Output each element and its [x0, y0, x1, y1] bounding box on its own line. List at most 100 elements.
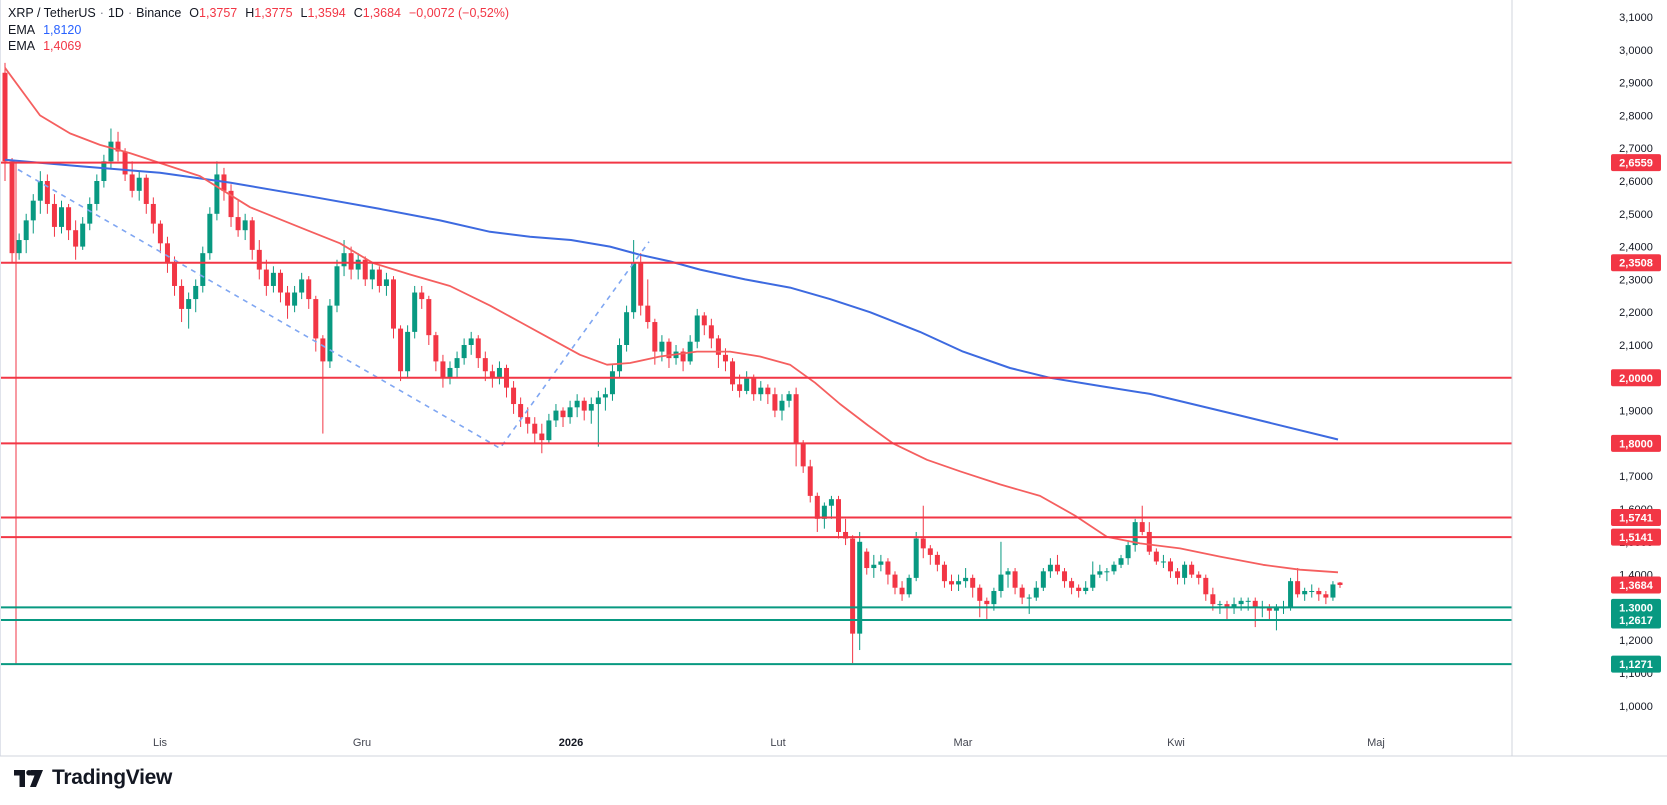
candle-body	[482, 358, 488, 372]
candle-body	[136, 177, 142, 191]
candle-body	[1153, 551, 1159, 562]
candle-body	[263, 269, 269, 286]
candle-body	[843, 531, 849, 539]
candle-body	[412, 292, 418, 332]
candle-body	[30, 200, 36, 221]
candle-body	[1026, 597, 1032, 599]
candle-body	[9, 161, 15, 254]
time-axis[interactable]: Lis Gru 2026 Lut Mar Kwi Maj	[153, 737, 1385, 749]
candle-body	[341, 253, 347, 267]
candle-body	[73, 230, 79, 247]
tradingview-logo[interactable]: TradingView	[14, 766, 172, 790]
candle-body	[419, 292, 425, 300]
candle-body	[553, 410, 559, 421]
price-tick-label: 2,3000	[1619, 274, 1653, 286]
candle-body	[730, 361, 736, 385]
candle-body	[546, 420, 552, 441]
candle-body	[1295, 581, 1301, 595]
candle-body	[59, 207, 65, 227]
interval-label[interactable]: 1D	[107, 6, 124, 20]
chart-legend[interactable]: XRP / TetherUS · 1D · Binance O1,3757 H1,3775 L…	[8, 5, 509, 55]
candle-body	[850, 538, 856, 634]
candle-body	[885, 561, 891, 575]
ema-slow-line[interactable]	[4, 158, 1339, 441]
candle-body	[285, 292, 291, 306]
candle-body	[249, 220, 255, 250]
candle-body	[179, 285, 185, 309]
candle-body	[327, 305, 333, 362]
candle-body	[355, 259, 361, 270]
candle-body	[949, 581, 955, 585]
candle-body	[1175, 571, 1181, 578]
ema-legend-row-2[interactable]: EMA 1,4069	[8, 39, 82, 53]
svg-text:1,5741: 1,5741	[1619, 512, 1653, 524]
candle-body	[1323, 594, 1329, 598]
candle-body	[1125, 545, 1131, 559]
level-price-label: 2,0000	[1611, 369, 1661, 387]
candle-body	[454, 358, 460, 368]
candle-body	[977, 587, 983, 601]
candle-body	[956, 581, 962, 585]
candle-body	[984, 600, 990, 605]
svg-text:2,0000: 2,0000	[1619, 373, 1653, 385]
candle-body	[871, 564, 877, 569]
candle-body	[687, 341, 693, 362]
candle-body	[602, 394, 608, 398]
svg-text:1,3000: 1,3000	[1619, 602, 1653, 614]
symbol-legend-row[interactable]: XRP / TetherUS · 1D · Binance O1,3757 H1,3775 L…	[8, 5, 509, 22]
price-tick-label: 3,1000	[1619, 12, 1653, 24]
candle-body	[609, 371, 615, 395]
candle-body	[235, 217, 241, 231]
candle-body	[1337, 582, 1343, 585]
candle-body	[1062, 571, 1068, 582]
ema-fast-line[interactable]	[4, 67, 1339, 574]
candle-body	[574, 400, 580, 408]
candle-body	[1238, 600, 1244, 605]
candle-body	[1231, 604, 1237, 608]
exchange-label: Binance	[136, 6, 182, 20]
trendline-drawing[interactable]	[17, 168, 650, 450]
candle-body	[1019, 587, 1025, 598]
candle-body	[744, 377, 750, 391]
candle-body	[299, 279, 305, 293]
candle-body	[433, 335, 439, 362]
candle-body	[560, 410, 566, 418]
candle-body	[94, 181, 100, 204]
candle-body	[800, 443, 806, 467]
candle-body	[468, 338, 474, 345]
candle-body	[115, 141, 121, 152]
symbol-name[interactable]: XRP / TetherUS	[8, 6, 96, 20]
horizontal-levels[interactable]	[0, 161, 1512, 666]
level-price-label: 1,2617	[1611, 611, 1661, 629]
candle-body	[1104, 571, 1110, 573]
candle-body	[362, 259, 368, 280]
candle-body	[207, 213, 213, 254]
candle-body	[440, 361, 446, 378]
candle-body	[941, 564, 947, 582]
candle-body	[864, 551, 870, 569]
candle-body	[1217, 604, 1223, 606]
candle-body	[143, 177, 149, 204]
price-tick-label: 2,6000	[1619, 176, 1653, 188]
candle-body	[659, 341, 665, 352]
candle-body	[383, 279, 389, 286]
candle-body	[631, 263, 637, 313]
candle-body	[37, 181, 43, 201]
candle-body	[129, 174, 135, 191]
candle-body	[828, 499, 834, 506]
ema-legend-row-1[interactable]: EMA 1,8120	[8, 22, 82, 37]
candle-body	[1210, 594, 1216, 605]
candle-body	[376, 269, 382, 286]
candlestick-series[interactable]	[2, 62, 1343, 664]
candle-body	[1203, 577, 1209, 595]
svg-text:1,8000: 1,8000	[1619, 438, 1653, 450]
price-tick-label: 2,5000	[1619, 209, 1653, 221]
candle-body	[878, 561, 884, 565]
candle-body	[970, 577, 976, 588]
svg-text:2,6559: 2,6559	[1619, 158, 1653, 170]
price-axis[interactable]: 3,1000 3,0000 2,9000 2,8000 2,7000 2,6000 2,50…	[1611, 12, 1661, 713]
candle-body	[496, 367, 502, 378]
level-price-label: 1,8000	[1611, 434, 1661, 452]
